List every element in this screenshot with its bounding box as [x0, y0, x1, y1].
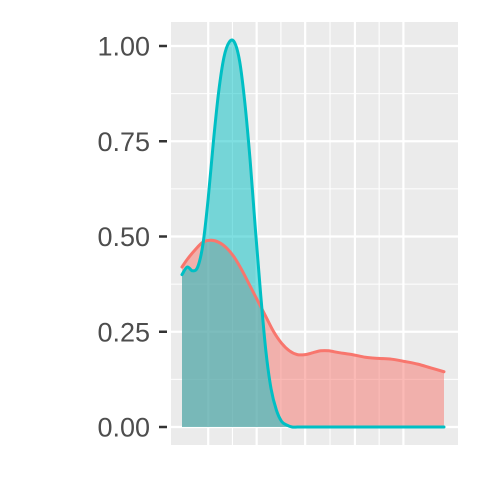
y-axis: 0.00 0.25 0.50 0.75 1.00	[97, 32, 167, 443]
y-axis-tick-label: 1.00	[97, 32, 150, 62]
y-axis-tick-label: 0.75	[97, 127, 150, 157]
density-series	[180, 38, 446, 429]
y-axis-tick-label: 0.00	[97, 413, 150, 443]
y-axis-tick-label: 0.50	[97, 222, 150, 252]
density-line-1	[180, 238, 446, 374]
density-line-2	[180, 38, 446, 429]
y-axis-tick-label: 0.25	[97, 317, 150, 347]
